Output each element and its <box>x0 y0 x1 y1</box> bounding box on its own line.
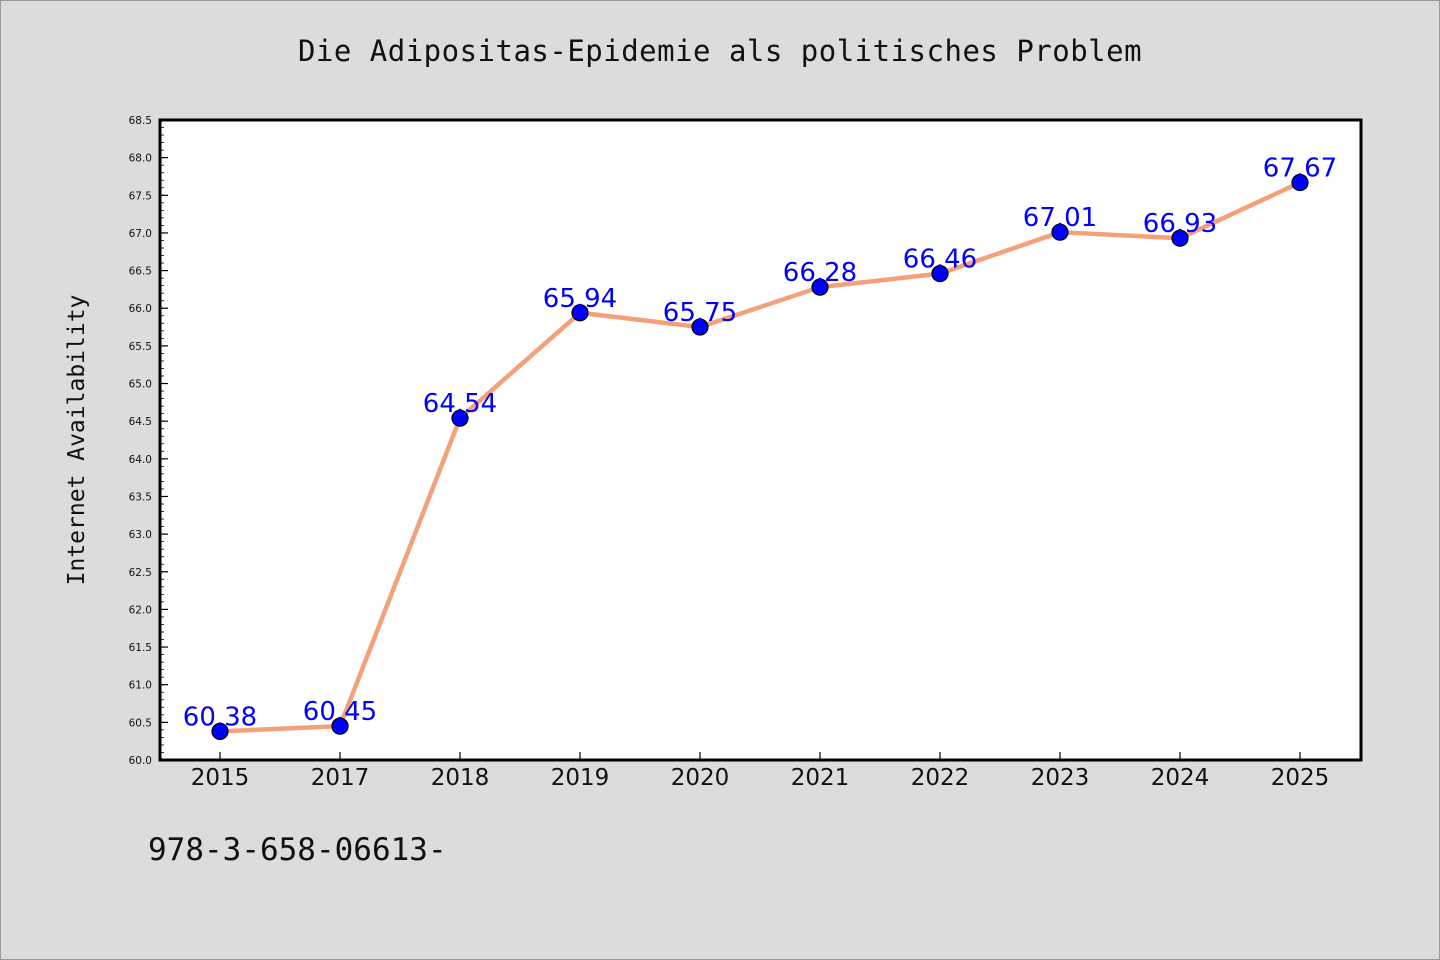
data-label: 65.94 <box>543 284 617 314</box>
y-tick-label: 63.0 <box>129 529 152 541</box>
y-tick-label: 68.5 <box>129 115 152 127</box>
y-tick-label: 66.5 <box>129 266 152 278</box>
y-tick-label: 67.5 <box>129 190 152 202</box>
y-tick-label: 65.0 <box>129 379 152 391</box>
y-tick-label: 64.0 <box>129 454 152 466</box>
x-tick-label: 2018 <box>431 765 490 791</box>
x-tick-label: 2025 <box>1271 765 1330 791</box>
x-axis: 2015 2017 2018 2019 2020 2021 2022 2023 2024 2025 <box>191 752 1330 791</box>
y-tick-label: 68.0 <box>129 153 152 165</box>
data-point <box>1051 223 1069 241</box>
series-line <box>217 180 1303 734</box>
y-tick-label: 61.0 <box>129 680 152 692</box>
data-label: 66.28 <box>783 258 857 288</box>
y-tick-label: 61.5 <box>129 642 152 654</box>
y-tick-label: 67.0 <box>129 228 152 240</box>
x-tick-label: 2020 <box>671 765 730 791</box>
y-tick-label: 60.0 <box>129 755 152 767</box>
data-label: 65.75 <box>663 298 737 328</box>
data-label: 67.01 <box>1023 203 1097 233</box>
data-point <box>691 318 709 336</box>
x-tick-label: 2023 <box>1031 765 1090 791</box>
x-tick-label: 2021 <box>791 765 850 791</box>
y-axis-title: Internet Availability <box>64 295 90 586</box>
x-tick-label: 2024 <box>1151 765 1210 791</box>
data-label: 67.67 <box>1263 153 1337 183</box>
data-point <box>331 717 349 735</box>
data-point <box>451 409 469 427</box>
y-tick-label: 63.5 <box>129 491 152 503</box>
y-tick-label: 62.5 <box>129 567 152 579</box>
y-tick-label: 62.0 <box>129 604 152 616</box>
data-point <box>1291 173 1309 192</box>
data-label: 64.54 <box>423 389 497 419</box>
data-point <box>211 722 229 740</box>
x-tick-label: 2019 <box>551 765 610 791</box>
data-point <box>1171 229 1189 247</box>
series-layer: 60.38 60.45 64.54 65.94 65.75 66.28 66.46 67.01… <box>183 153 1337 740</box>
data-label: 60.45 <box>303 697 377 727</box>
y-tick-label: 66.0 <box>129 303 152 315</box>
y-tick-label: 65.5 <box>129 341 152 353</box>
x-tick-label: 2022 <box>911 765 970 791</box>
data-label: 66.46 <box>903 245 977 275</box>
y-tick-label: 64.5 <box>129 416 152 428</box>
y-tick-label: 60.5 <box>129 717 152 729</box>
data-label: 66.93 <box>1143 209 1217 239</box>
plot-area <box>158 118 1363 762</box>
data-label: 60.38 <box>183 702 257 732</box>
x-tick-label: 2017 <box>311 765 370 791</box>
chart-title: Die Adipositas-Epidemie als politisches … <box>297 34 1143 68</box>
x-tick-label: 2015 <box>191 765 250 791</box>
data-point <box>811 278 829 296</box>
footer-code: 978-3-658-06613- <box>148 832 447 868</box>
data-point <box>571 304 589 322</box>
data-point <box>931 265 949 283</box>
y-axis: 60.0 60.5 61.0 61.5 62.0 62.5 63.0 63.5 64.0 64.5… <box>129 115 168 767</box>
